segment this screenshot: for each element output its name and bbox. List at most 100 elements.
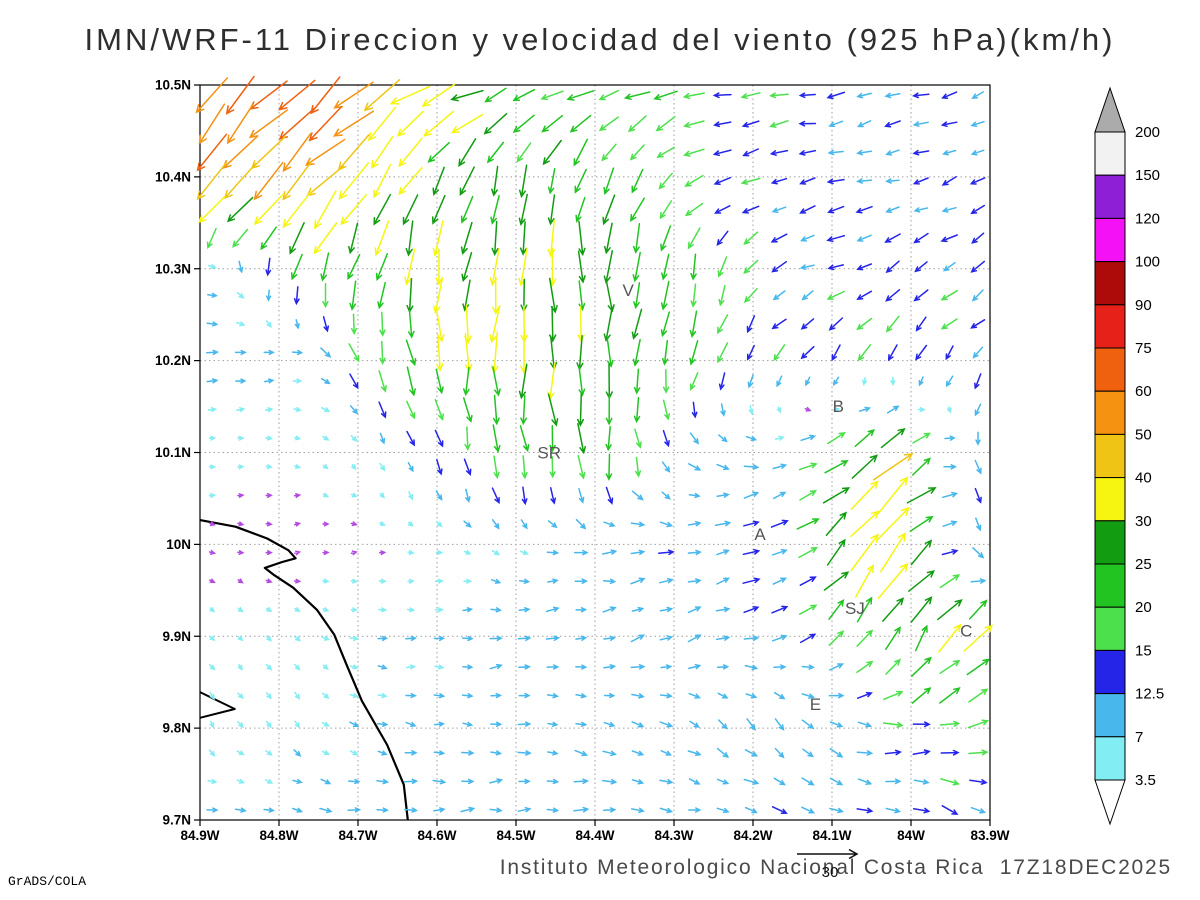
lat-tick-label: 10.1N xyxy=(155,445,191,460)
wind-vector xyxy=(349,373,359,390)
wind-vector xyxy=(940,318,958,330)
wind-vector xyxy=(970,204,986,215)
wind-vector xyxy=(265,320,272,329)
wind-vector xyxy=(856,149,873,156)
wind-vector xyxy=(689,310,698,338)
wind-vector xyxy=(464,333,473,373)
wind-vector xyxy=(406,277,414,314)
wind-vector xyxy=(574,749,589,757)
wind-vector xyxy=(801,290,814,301)
colorbar-over-triangle xyxy=(1094,86,1126,133)
wind-vector xyxy=(517,721,532,727)
wind-vector xyxy=(829,663,845,671)
wind-vector xyxy=(771,605,789,614)
wind-vector xyxy=(659,807,674,814)
wind-vector xyxy=(742,148,760,157)
wind-vector xyxy=(404,750,418,756)
wind-vector xyxy=(237,607,244,613)
city-label: V xyxy=(623,281,635,300)
wind-vector xyxy=(340,194,368,226)
lon-tick-label: 84.8W xyxy=(259,828,298,843)
wind-vector xyxy=(237,550,245,556)
wind-vector xyxy=(322,435,330,441)
wind-vector xyxy=(798,92,816,99)
wind-vector xyxy=(234,807,247,813)
lon-tick-label: 84.2W xyxy=(733,828,772,843)
wind-vector xyxy=(769,120,789,128)
wind-vector xyxy=(350,313,358,336)
wind-vector xyxy=(687,606,702,614)
coastline-spike xyxy=(199,691,236,719)
wind-vector xyxy=(405,692,417,699)
wind-vector xyxy=(969,779,988,785)
wind-vector xyxy=(512,88,536,102)
wind-vector xyxy=(549,425,556,453)
wind-vector xyxy=(520,519,528,530)
wind-vector xyxy=(662,399,671,421)
wind-vector xyxy=(774,747,785,759)
wind-vector xyxy=(569,114,592,133)
wind-vector xyxy=(800,234,815,242)
wind-vector xyxy=(293,435,302,441)
wind-vector xyxy=(379,340,386,366)
wind-vector xyxy=(605,363,613,400)
wind-vector xyxy=(741,205,760,214)
wind-vector xyxy=(917,407,926,413)
wind-vector xyxy=(689,432,700,445)
wind-vector xyxy=(546,549,560,556)
wind-vector xyxy=(463,549,472,555)
wind-vector xyxy=(489,778,504,784)
wind-vector xyxy=(293,635,302,642)
wind-vector xyxy=(436,458,443,476)
colorbar-label: 40 xyxy=(1135,470,1152,487)
lat-tick-label: 10N xyxy=(166,537,191,552)
wind-vector xyxy=(831,344,841,362)
colorbar-band xyxy=(1094,174,1126,219)
wind-vector xyxy=(798,462,818,471)
wind-vector xyxy=(913,779,930,785)
wind-vector xyxy=(885,626,901,651)
wind-vector xyxy=(827,264,845,271)
wind-vector xyxy=(940,749,960,756)
wind-vector xyxy=(209,720,215,729)
wind-vector xyxy=(402,194,419,226)
wind-vector xyxy=(265,521,273,527)
colorbar-band xyxy=(1094,261,1126,306)
wind-vector xyxy=(828,317,844,331)
wind-vector xyxy=(350,492,358,498)
wind-vector xyxy=(547,168,556,195)
wind-vector xyxy=(970,149,985,156)
wind-vector xyxy=(939,687,961,704)
city-label: SJ xyxy=(845,599,865,618)
wind-vector xyxy=(912,749,931,756)
wind-vector xyxy=(631,308,643,340)
wind-vector xyxy=(971,91,985,99)
lat-tick-label: 10.3N xyxy=(155,261,191,276)
wind-vector xyxy=(322,464,329,470)
wind-vector xyxy=(851,454,878,479)
wind-vector xyxy=(433,635,446,642)
wind-vector xyxy=(462,366,470,397)
wind-vector xyxy=(800,318,815,330)
colorbar-label: 60 xyxy=(1135,383,1152,400)
wind-vector xyxy=(490,578,502,584)
wind-vector xyxy=(659,200,673,220)
wind-vector xyxy=(827,205,845,214)
wind-vector xyxy=(799,633,817,644)
wind-vector xyxy=(718,434,728,443)
wind-vector xyxy=(322,283,329,309)
wind-vector xyxy=(746,718,757,731)
wind-vector xyxy=(743,231,759,245)
wind-vector xyxy=(832,376,840,387)
wind-vector xyxy=(918,376,924,387)
wind-vector xyxy=(462,664,474,670)
wind-vector xyxy=(856,234,872,242)
wind-vector xyxy=(971,232,985,244)
wind-vector xyxy=(653,90,678,101)
wind-vector xyxy=(450,89,484,102)
wind-vector xyxy=(253,161,284,201)
wind-vector xyxy=(209,607,216,613)
wind-vector xyxy=(575,607,588,613)
wind-vector xyxy=(826,91,846,100)
wind-vector xyxy=(460,806,476,813)
